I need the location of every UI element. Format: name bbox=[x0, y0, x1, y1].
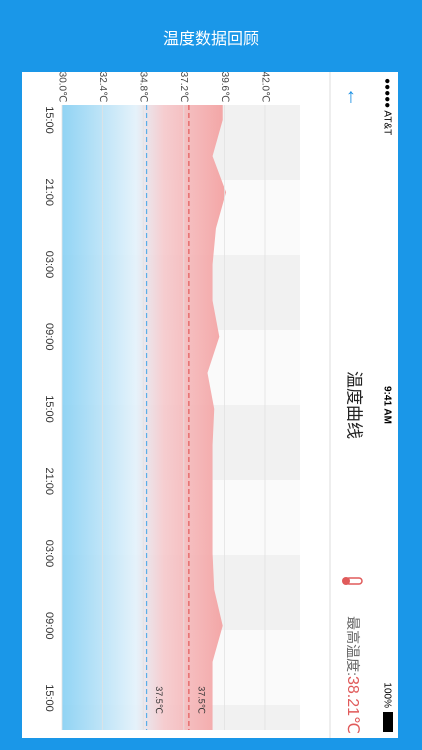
x-tick-label: 15:00 bbox=[43, 395, 55, 423]
y-tick-label: 32.4℃ bbox=[97, 72, 108, 103]
x-tick-label: 15:00 bbox=[43, 106, 55, 134]
y-tick-label: 37.2℃ bbox=[178, 72, 189, 103]
y-tick-label: 34.8℃ bbox=[138, 72, 149, 103]
max-temp: 最高温度:38.21℃ bbox=[344, 616, 362, 734]
y-tick-label: 42.0℃ bbox=[259, 72, 270, 103]
battery-icon bbox=[383, 712, 393, 732]
temperature-area bbox=[62, 105, 227, 730]
x-tick-label: 03:00 bbox=[43, 251, 55, 279]
carrier: ●●●●● AT&T bbox=[381, 78, 392, 135]
x-tick-label: 21:00 bbox=[43, 178, 55, 206]
x-tick-label: 03:00 bbox=[43, 540, 55, 568]
max-value: 38.21℃ bbox=[344, 676, 361, 734]
threshold-label: 37.5℃ bbox=[197, 686, 207, 714]
y-tick-label: 30.0℃ bbox=[56, 72, 67, 103]
clock: 9:41 AM bbox=[381, 386, 392, 424]
threshold-label: 37.5℃ bbox=[154, 686, 164, 714]
x-tick-label: 15:00 bbox=[43, 684, 55, 712]
x-tick-label: 09:00 bbox=[43, 612, 55, 640]
y-tick-label: 39.6℃ bbox=[219, 72, 230, 103]
x-tick-label: 21:00 bbox=[43, 467, 55, 495]
back-button[interactable]: ← bbox=[343, 87, 365, 107]
page-title: 温度数据回顾 bbox=[163, 30, 259, 48]
max-label: 最高温度: bbox=[345, 616, 361, 676]
phone-screen: ●●●●● AT&T 9:41 AM 100% ← 温度曲线 最高温度:38.2… bbox=[22, 72, 398, 738]
nav-title: 温度曲线 bbox=[345, 371, 364, 439]
battery-text: 100% bbox=[381, 682, 392, 708]
thermometer-icon bbox=[342, 577, 363, 585]
x-tick-label: 09:00 bbox=[43, 323, 55, 351]
